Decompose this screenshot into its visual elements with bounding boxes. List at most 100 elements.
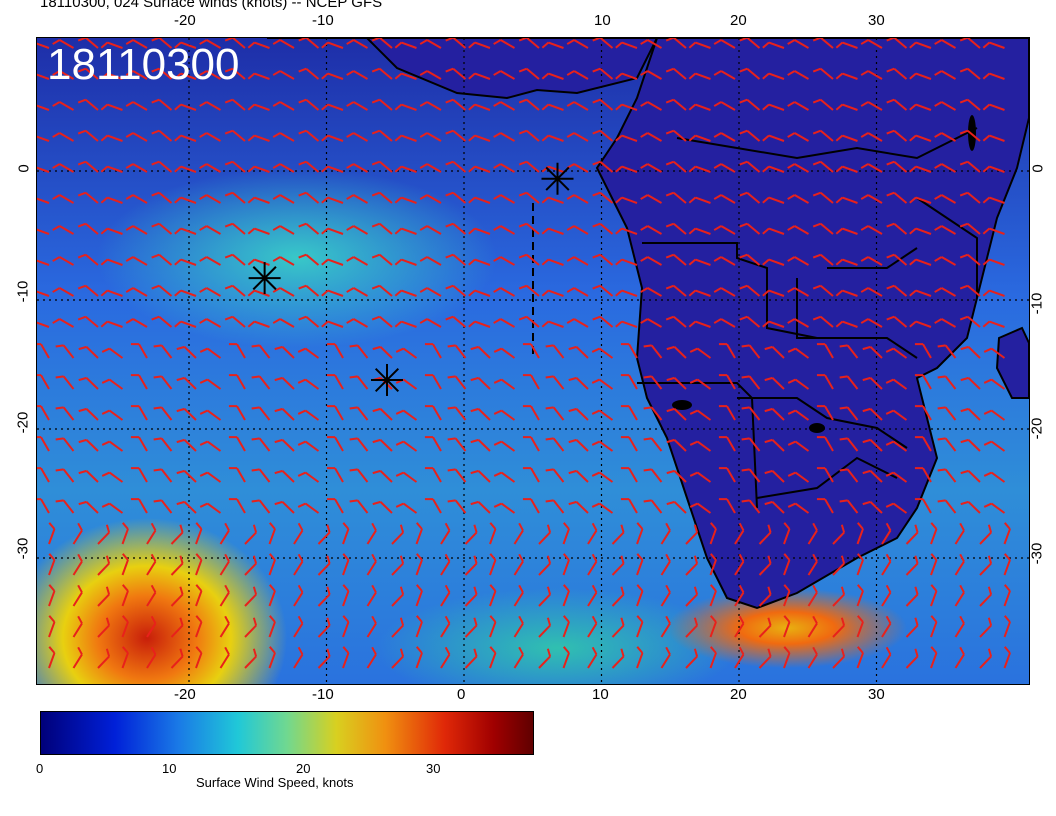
wind-barb (97, 555, 111, 576)
wind-barb (620, 467, 638, 483)
wind-barb (321, 289, 344, 297)
wind-barb (297, 378, 320, 390)
wind-barb (685, 648, 699, 669)
wind-barb (545, 499, 565, 514)
wind-barb (468, 41, 491, 49)
wind-barb (121, 553, 129, 576)
wind-barb (101, 502, 124, 514)
wind-barb (566, 194, 589, 204)
wind-barb (121, 615, 129, 638)
wind-barb (835, 165, 858, 173)
wind-barb (787, 163, 809, 173)
wind-barb (959, 129, 981, 142)
wind-barb (493, 163, 515, 173)
wind-barb (37, 165, 50, 173)
wind-barb (762, 289, 785, 297)
wind-barb (52, 163, 74, 173)
wind-barb (195, 584, 203, 607)
wind-barb (835, 103, 858, 111)
wind-barb (979, 648, 993, 669)
wind-barb (959, 222, 981, 235)
wind-barb (130, 343, 148, 359)
wind-barb (718, 405, 736, 421)
wind-barb (151, 67, 173, 80)
wind-barb (541, 41, 564, 49)
wind-barb (349, 468, 369, 483)
wind-barb (807, 522, 818, 545)
wind-barb (1003, 584, 1011, 607)
wind-barb (937, 406, 957, 421)
wind-barb (718, 436, 736, 452)
wind-barb (493, 347, 516, 359)
wind-barb (489, 615, 497, 638)
asterisk-marker (371, 363, 403, 396)
wind-barb (321, 196, 344, 204)
wind-barb (709, 522, 717, 545)
wind-barb (960, 500, 981, 514)
wind-barb (982, 289, 1005, 297)
wind-barb (566, 318, 589, 328)
wind-barb (611, 648, 625, 669)
wind-barb (881, 615, 892, 638)
wind-barb (713, 39, 736, 49)
wind-map[interactable]: 18110300 (36, 37, 1030, 685)
wind-barb (734, 584, 745, 607)
wind-barb (640, 256, 662, 266)
wind-barb (615, 289, 638, 297)
wind-barb (174, 196, 197, 204)
wind-barb (37, 103, 50, 111)
wind-barb (522, 467, 540, 483)
wind-barb (839, 344, 859, 359)
wind-barb (611, 555, 625, 576)
wind-barb (391, 524, 405, 545)
wind-barb (954, 522, 965, 545)
wind-barb (518, 67, 540, 80)
wind-barb (764, 407, 785, 421)
wind-barb (48, 584, 56, 607)
wind-barb (959, 315, 981, 328)
wind-barb (832, 648, 846, 669)
wind-barb (591, 440, 614, 452)
wind-barb (930, 522, 938, 545)
wind-barb (665, 38, 687, 49)
wind-barb (125, 287, 148, 297)
wind-barb (125, 70, 148, 80)
wind-barb (395, 471, 418, 483)
wind-barb (816, 498, 834, 514)
wind-barb (174, 320, 197, 328)
wind-barb (326, 405, 344, 421)
wind-barb (37, 405, 50, 421)
wind-barb (909, 196, 932, 204)
wind-barb (1003, 522, 1011, 545)
wind-barb (934, 256, 956, 266)
wind-barb (839, 375, 859, 390)
wind-barb (982, 72, 1005, 80)
wind-barb (55, 437, 75, 452)
wind-barb (371, 191, 393, 204)
wind-barb (566, 256, 589, 266)
wind-barb (146, 646, 157, 669)
bottom-lon-label: 0 (457, 686, 466, 703)
wind-barb (541, 289, 564, 297)
left-lat-label: -30 (14, 537, 32, 560)
wind-barb (346, 39, 368, 49)
wind-barb (101, 409, 124, 421)
wind-barb (371, 315, 393, 328)
wind-barb (272, 225, 295, 235)
wind-barb (52, 256, 74, 266)
wind-barb (886, 253, 908, 266)
wind-barb (395, 502, 418, 514)
top-lon-label: -10 (312, 12, 334, 29)
wind-barb (493, 39, 515, 49)
wind-barb (592, 160, 614, 173)
wind-barb (125, 163, 148, 173)
wind-barb (713, 101, 736, 111)
wind-barb (762, 196, 785, 204)
wind-barb (415, 522, 423, 545)
wind-barb (983, 378, 1006, 390)
wind-barb (321, 134, 344, 142)
wind-barb (121, 584, 129, 607)
wind-barb (739, 160, 761, 173)
wind-barb (982, 258, 1005, 266)
wind-barb (816, 374, 834, 390)
